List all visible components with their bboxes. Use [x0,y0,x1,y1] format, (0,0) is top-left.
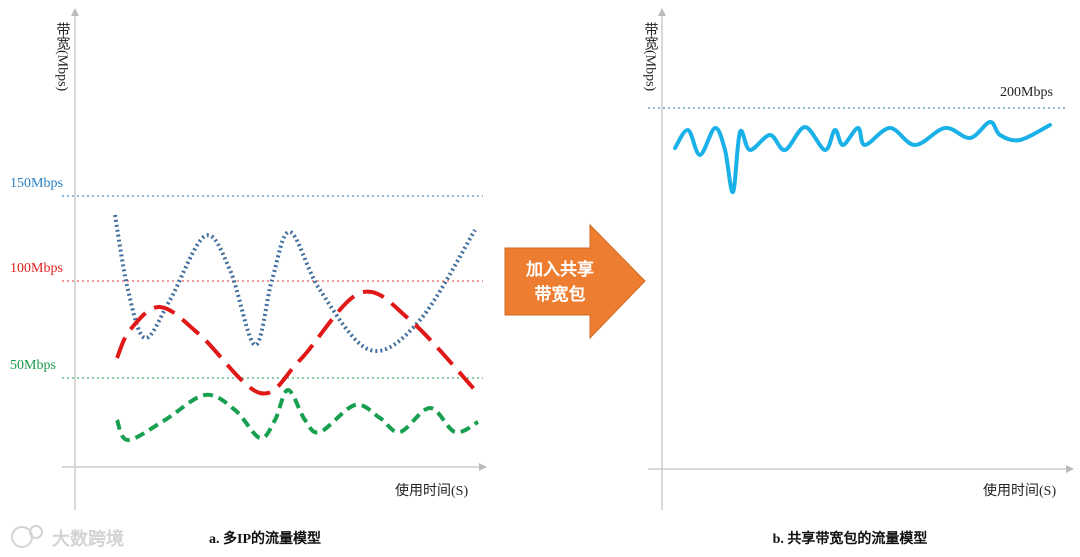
y-axis-label: 带宽(Mbps) [643,22,659,92]
curve [673,120,1052,195]
caption: a. 多IP的流量模型 [209,530,321,547]
caption: b. 共享带宽包的流量模型 [773,530,928,547]
ref-label: 200Mbps [1000,85,1053,100]
x-axis-label: 使用时间(S) [395,482,468,499]
ref-label: 50Mbps [10,358,56,373]
arrow-text: 加入共享 [525,259,594,280]
curve [115,387,479,443]
arrow-text: 带宽包 [535,284,586,305]
x-axis-label: 使用时间(S) [983,482,1056,499]
watermark: 大数跨境 [11,525,124,550]
curve [113,214,477,353]
watermark-text: 大数跨境 [52,528,124,550]
y-axis-label: 带宽(Mbps) [55,22,71,92]
ref-label: 100Mbps [10,261,63,276]
arrow [504,223,646,340]
ref-label: 150Mbps [10,176,63,191]
curve [115,289,477,396]
